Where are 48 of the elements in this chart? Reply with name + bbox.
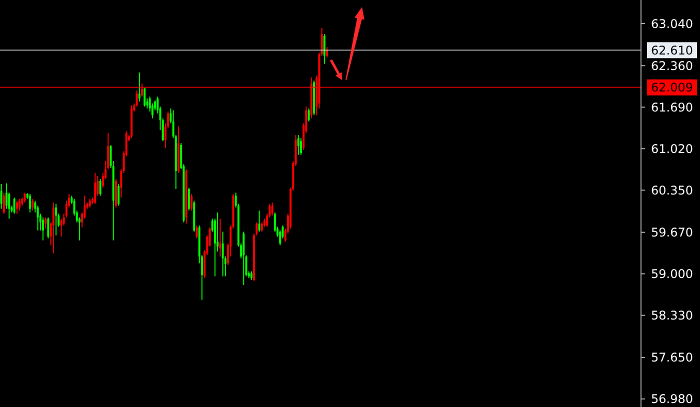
candlestick: [141, 83, 144, 98]
candlestick: [300, 138, 302, 156]
y-tick-label: 61.020: [651, 142, 693, 156]
candlestick: [308, 108, 310, 122]
candlestick: [16, 200, 18, 214]
candlestick: [260, 222, 263, 232]
candlestick: [297, 134, 300, 156]
candlestick: [271, 202, 274, 216]
y-tick-label: 59.670: [651, 226, 693, 240]
candlestick: [326, 46, 328, 58]
candlestick: [52, 202, 54, 254]
ref-line-label: 62.009: [651, 80, 693, 95]
candlestick: [222, 231, 224, 277]
candlestick: [2, 192, 5, 214]
y-tick-label: 62.360: [651, 58, 693, 73]
candlestick: [55, 203, 58, 236]
candlestick: [279, 230, 282, 246]
candlestick: [136, 90, 138, 108]
candlestick: [18, 198, 21, 212]
candlestick: [0, 183, 2, 210]
candlestick: [219, 218, 222, 257]
candlestick: [42, 216, 44, 241]
y-tick-label: 58.330: [651, 308, 693, 323]
candlestick: [44, 216, 47, 230]
candlestick: [32, 198, 34, 212]
candlestick: [99, 178, 102, 196]
candlestick: [242, 231, 245, 286]
y-tick-label: 57.650: [651, 350, 693, 365]
candlestick: [94, 172, 96, 204]
candlestick: [188, 187, 190, 212]
candlestick: [196, 224, 198, 239]
candlestick: [258, 210, 260, 232]
candlestick: [13, 197, 16, 214]
candlestick: [274, 212, 276, 232]
candlestick: [144, 87, 146, 108]
ref-line-label: 62.610: [651, 44, 693, 58]
y-tick-label: 60.350: [651, 183, 693, 198]
y-tick-label: 59.000: [651, 267, 693, 282]
candlestick: [323, 34, 326, 64]
candlestick: [118, 183, 120, 206]
candlestick: [24, 192, 26, 204]
candlestick: [28, 193, 31, 213]
candlestick: [47, 216, 50, 239]
candlestick: [138, 72, 140, 102]
y-tick-label: 56.980: [651, 392, 693, 406]
candlestick: [190, 193, 193, 212]
y-tick-label: 61.690: [651, 100, 693, 114]
y-tick-label: 63.040: [651, 16, 693, 31]
